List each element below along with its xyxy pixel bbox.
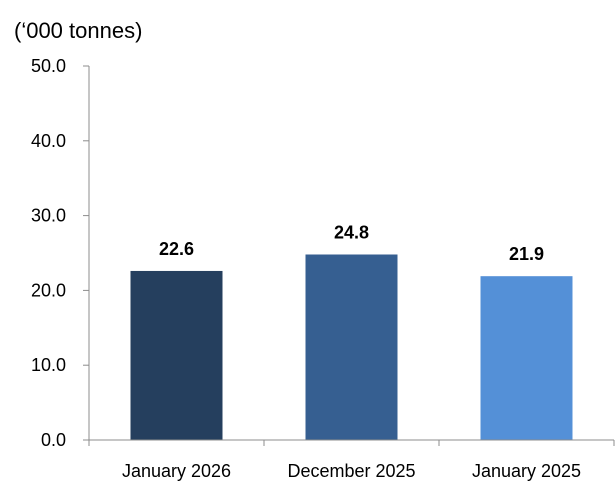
bar — [130, 270, 223, 440]
x-tick-label: December 2025 — [287, 461, 415, 481]
bar — [480, 276, 573, 440]
y-axis-unit-label: (‘000 tonnes) — [14, 18, 142, 43]
data-label: 22.6 — [159, 239, 194, 259]
y-tick-label: 40.0 — [31, 131, 66, 151]
data-label: 21.9 — [509, 244, 544, 264]
y-tick-label: 20.0 — [31, 280, 66, 300]
y-axis: 0.0 10.0 20.0 30.0 40.0 50.0 — [31, 56, 90, 450]
y-tick-label: 50.0 — [31, 56, 66, 76]
x-axis: January 2026 December 2025 January 2025 — [83, 439, 615, 481]
y-tick-label: 0.0 — [41, 430, 66, 450]
data-label: 24.8 — [334, 222, 369, 242]
x-tick-label: January 2026 — [122, 461, 231, 481]
x-tick-label: January 2025 — [472, 461, 581, 481]
y-tick-label: 10.0 — [31, 355, 66, 375]
bar — [305, 254, 398, 440]
y-tick-label: 30.0 — [31, 206, 66, 226]
bar-series: 22.6 24.8 21.9 — [130, 222, 573, 440]
